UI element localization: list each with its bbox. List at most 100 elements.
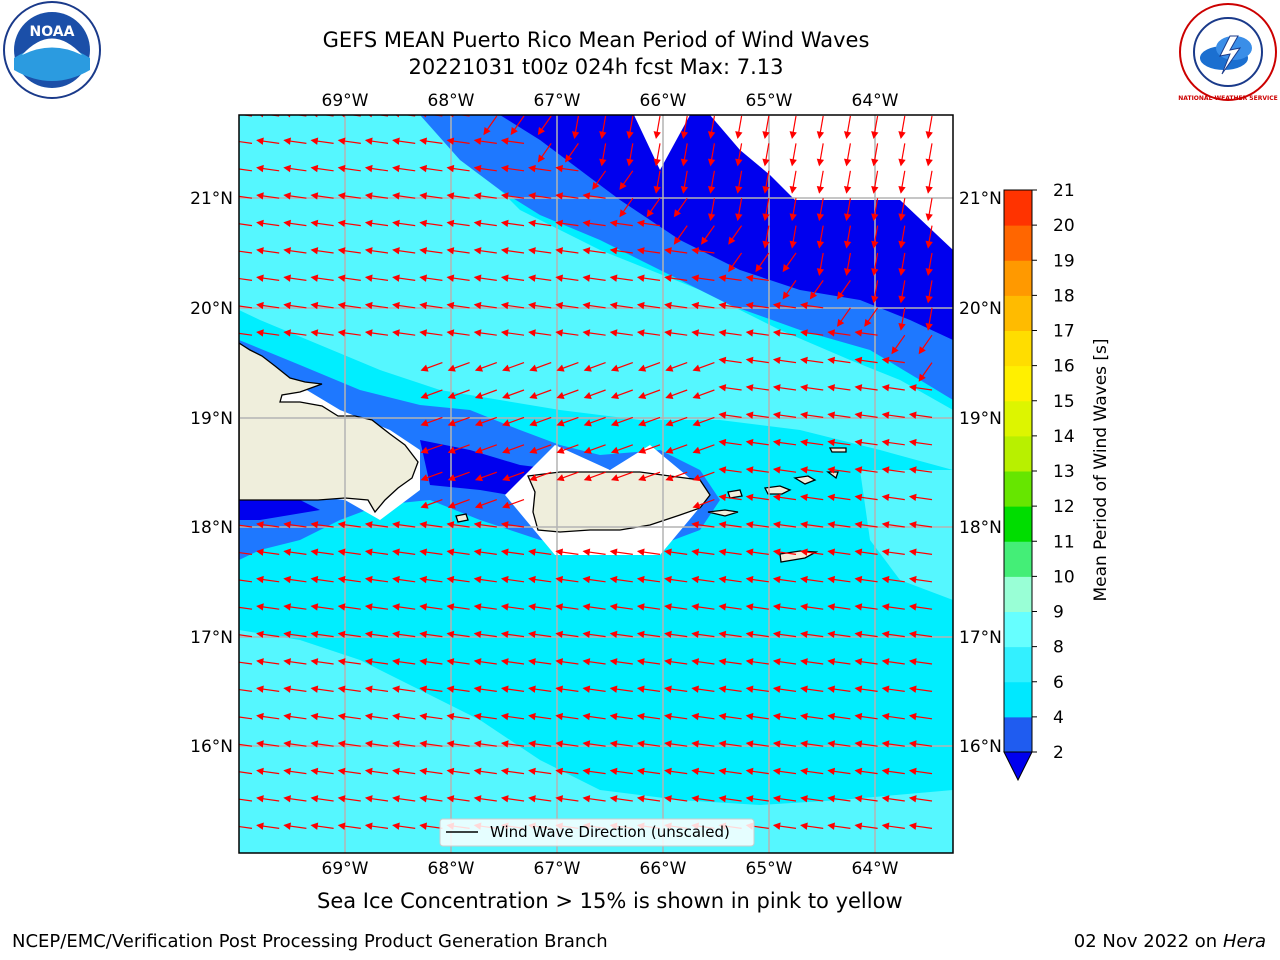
nws-logo-icon: NATIONAL WEATHER SERVICE [1178,3,1278,102]
wave-direction-arrowhead [636,274,645,282]
wave-direction-arrowhead [364,767,373,776]
wave-direction-arrowhead [854,466,863,474]
wave-direction-arrowhead [555,767,564,776]
wave-direction-arrowhead [500,274,509,282]
colorbar-tick-label: 16 [1053,357,1075,377]
wave-direction-arrowhead [701,236,709,245]
wave-direction-arrowhead [310,767,319,776]
wave-direction-arrowhead [337,219,346,228]
wave-direction-arrowhead [772,301,781,310]
wave-direction-arrowhead [854,575,863,584]
wave-direction-arrowhead [230,823,236,828]
wave-direction-arrowhead [310,164,319,173]
wave-direction-arrowhead [800,384,808,392]
lat-label-right: 21°N [959,189,1002,209]
wave-direction-arrowhead [871,268,879,276]
wave-direction-arrowhead [555,164,564,173]
wave-direction-arrowhead [816,240,825,249]
wave-direction-arrowhead [364,192,373,200]
wave-direction-arrowhead [528,740,536,748]
colorbar-segment [1004,435,1032,472]
wave-direction-arrowhead [809,291,818,300]
wave-direction-arrowhead [718,740,727,748]
wave-direction-arrowhead [827,603,836,611]
wave-direction-arrowhead [447,392,456,399]
wave-direction-arrowhead [800,767,808,776]
lon-label-top: 69°W [322,91,369,111]
wave-direction-arrowhead [908,411,917,419]
wave-direction-arrowhead [256,603,264,611]
wave-direction-arrowhead [447,474,456,482]
wave-direction-arrowhead [283,685,292,693]
wave-direction-arrowhead [230,796,236,801]
wave-direction-arrowhead [837,291,845,300]
wave-direction-arrowhead [636,658,645,666]
wave-direction-arrowhead [718,685,727,693]
wave-direction-arrowhead [908,575,917,584]
wave-direction-arrowhead [599,158,607,167]
wave-direction-arrowhead [646,209,654,218]
colorbar-tick-label: 12 [1053,497,1075,517]
wave-direction-arrowhead [582,685,591,693]
wave-direction-arrow [239,250,253,254]
wave-direction-arrowhead [583,474,592,482]
lon-label-bottom: 68°W [428,859,475,879]
wave-direction-arrowhead [500,548,509,556]
wave-direction-arrowhead [392,603,400,611]
wave-direction-arrowhead [800,548,808,556]
wave-direction-arrowhead [691,575,700,584]
wave-direction-arrowhead [908,548,917,556]
wave-direction-arrowhead [762,131,770,139]
wave-direction-arrowhead [529,474,538,482]
wave-direction-arrowhead [392,630,400,639]
wave-direction-arrowhead [555,548,564,556]
wave-direction-arrowhead [283,603,292,611]
lon-label-bottom: 65°W [746,859,793,879]
wave-direction-arrowhead [692,446,701,454]
wave-direction-arrowhead [735,213,743,222]
wave-direction-arrowhead [310,740,319,748]
wave-direction-arrowhead [337,329,346,337]
wave-direction-arrowhead [230,686,236,691]
wave-direction-arrowhead [827,685,836,693]
wave-direction-arrowhead [718,438,727,447]
wave-direction-arrowhead [555,301,564,310]
wave-direction-arrowhead [337,548,346,556]
wave-direction-arrowhead [446,685,455,693]
wave-direction-arrow [239,332,253,336]
wave-direction-arrow [239,716,253,720]
wave-direction-arrowhead [473,164,482,173]
colorbar-tick-label: 15 [1053,392,1075,412]
wave-direction-arrowhead [800,329,808,337]
lon-label-bottom: 64°W [852,859,899,879]
wave-direction-arrowhead [636,247,645,255]
wave-direction-arrowhead [881,712,890,721]
wave-direction-arrowhead [419,658,428,666]
wave-direction-arrowhead [925,131,933,139]
colorbar-segment [1004,471,1032,507]
colorbar-tick-label: 19 [1053,251,1075,271]
wave-direction-arrowhead [446,247,455,255]
wave-direction-arrowhead [789,240,797,249]
wave-direction-arrowhead [446,575,455,584]
wave-direction-arrowhead [609,247,618,255]
wave-direction-arrowhead [500,301,509,310]
wave-direction-arrowhead [692,501,701,509]
wave-direction-arrowhead [582,795,591,803]
wave-direction-arrowhead [772,767,781,776]
wave-direction-arrowhead [592,181,600,190]
wave-direction-arrowhead [392,164,400,173]
colorbar-tick-label: 9 [1053,603,1064,623]
wave-direction-arrowhead [610,364,619,372]
wave-direction-arrowhead [908,521,917,529]
wave-direction-arrowhead [529,392,538,399]
wave-direction-arrowhead [837,318,845,327]
colorbar-tick-label: 4 [1053,708,1064,728]
wave-direction-arrowhead [473,301,482,310]
wave-direction-arrowhead [283,712,292,721]
wave-direction-arrowhead [692,474,701,482]
wave-direction-arrowhead [898,213,906,222]
wave-direction-arrowhead [745,384,754,392]
wave-direction-arrowhead [555,247,564,255]
wave-direction-arrowhead [582,274,591,282]
